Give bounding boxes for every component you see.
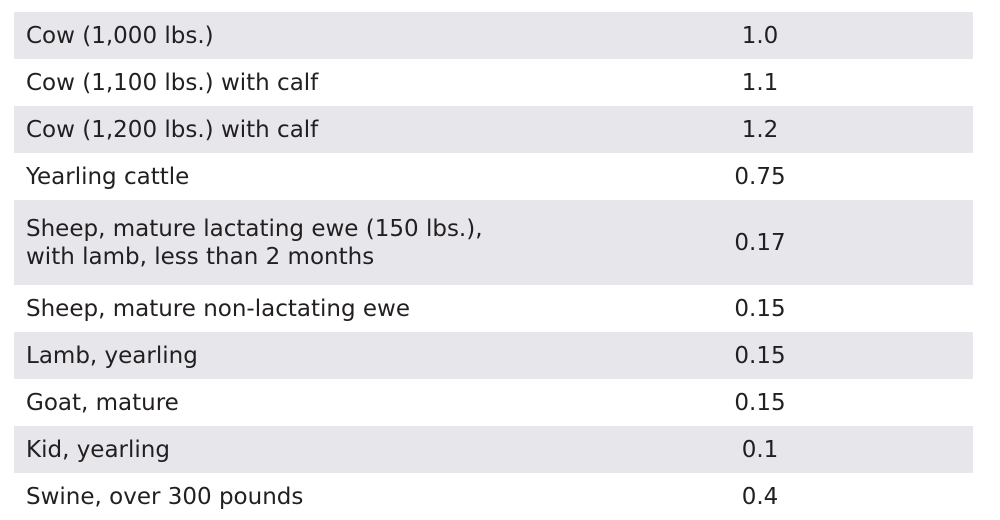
- label-line: with lamb, less than 2 months: [26, 243, 375, 270]
- row-value: 0.17: [734, 229, 786, 256]
- row-label: Lamb, yearling: [26, 342, 198, 369]
- row-label: Swine, over 300 pounds: [26, 483, 304, 510]
- table: Cow (1,000 lbs.) 1.0 Cow (1,100 lbs.) with…: [14, 12, 973, 520]
- table-row: Yearling cattle 0.75: [14, 153, 973, 200]
- row-label: Cow (1,100 lbs.) with calf: [26, 69, 319, 96]
- row-value: 1.0: [741, 22, 779, 49]
- page: {"table": {"rows": [ ["Cow (1,000 lbs.)"…: [14, 12, 973, 510]
- table-row: Swine, over 300 pounds 0.4: [14, 473, 973, 520]
- row-value: 1.1: [741, 69, 779, 96]
- row-value: 0.15: [734, 389, 786, 416]
- table-row: Cow (1,000 lbs.) 1.0: [14, 12, 973, 59]
- row-value: 0.15: [734, 342, 786, 369]
- row-label: Cow (1,200 lbs.) with calf: [26, 116, 319, 143]
- row-value: 0.15: [734, 295, 786, 322]
- row-label: Cow (1,000 lbs.): [26, 22, 214, 49]
- row-label: Sheep, mature lactating ewe (150 lbs.), w…: [14, 215, 614, 271]
- table-row: Sheep, mature lactating ewe (150 lbs.), w…: [14, 200, 973, 285]
- table-row: Sheep, mature non-lactating ewe 0.15: [14, 285, 973, 332]
- table-row: Cow (1,100 lbs.) with calf 1.1: [14, 59, 973, 106]
- table-row: Goat, mature 0.15: [14, 379, 973, 426]
- row-label: Sheep, mature non-lactating ewe: [26, 295, 410, 322]
- table-row: Kid, yearling 0.1: [14, 426, 973, 473]
- row-label: Goat, mature: [26, 389, 179, 416]
- row-value: 0.75: [734, 163, 786, 190]
- row-label: Yearling cattle: [26, 163, 190, 190]
- row-label: Kid, yearling: [26, 436, 170, 463]
- row-value: 1.2: [741, 116, 779, 143]
- row-value: 0.4: [741, 483, 779, 510]
- table-row: Cow (1,200 lbs.) with calf 1.2: [14, 106, 973, 153]
- table-row: Lamb, yearling 0.15: [14, 332, 973, 379]
- row-value: 0.1: [741, 436, 779, 463]
- label-line: Sheep, mature lactating ewe (150 lbs.),: [26, 215, 483, 242]
